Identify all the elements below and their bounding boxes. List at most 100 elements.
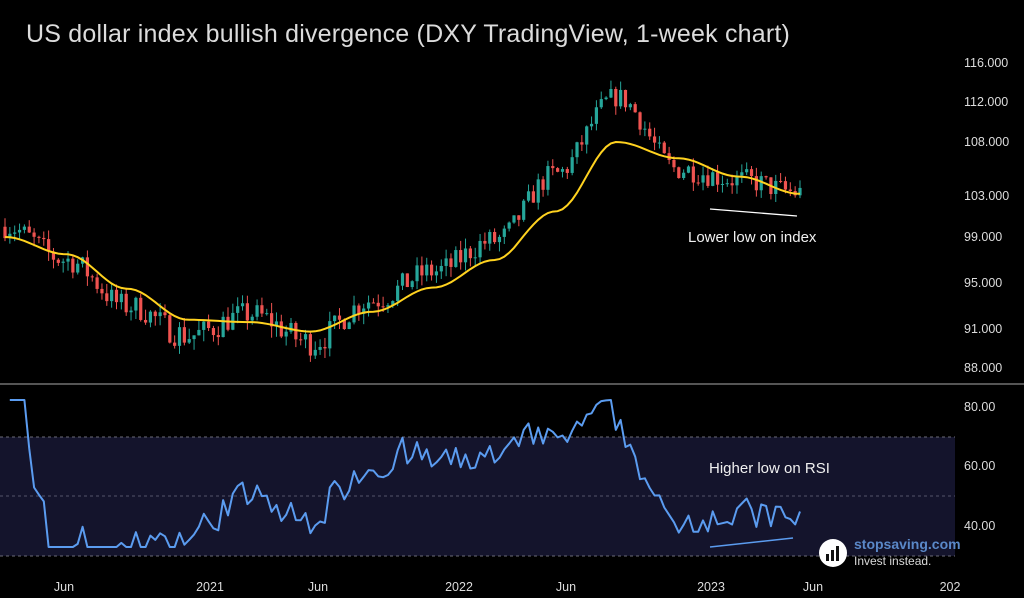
candle-body	[347, 322, 351, 330]
candle-body	[313, 349, 317, 356]
candle-body	[90, 276, 94, 278]
candle-body	[754, 176, 758, 191]
candle-body	[526, 191, 531, 201]
candle-body	[274, 321, 279, 327]
candle-body	[604, 97, 608, 100]
candle-body	[749, 169, 754, 177]
candle-body	[463, 248, 468, 263]
candle-body	[270, 313, 274, 327]
candle-body	[619, 89, 623, 107]
price-tick-label: 108.000	[964, 135, 1009, 149]
candle-body	[473, 257, 477, 259]
candle-body	[764, 176, 768, 178]
candle-body	[250, 316, 254, 321]
candle-body	[299, 339, 303, 341]
candle-body	[536, 179, 540, 203]
candle-body	[381, 306, 385, 308]
candle-body	[420, 265, 424, 276]
watermark-name: stopsaving.com	[854, 536, 961, 552]
candle-body	[560, 169, 565, 172]
candle-body	[294, 322, 298, 340]
candle-body	[308, 334, 312, 356]
candle-body	[342, 319, 346, 330]
candle-body	[265, 313, 269, 315]
candle-body	[143, 319, 148, 323]
price-axis: 116.000 112.000 108.000 103.000 99.000 95.000…	[964, 56, 1009, 375]
candle-body	[362, 308, 366, 314]
candle-body	[318, 346, 322, 350]
candle-body	[691, 166, 695, 183]
candlesticks	[3, 80, 802, 362]
candle-body	[100, 288, 104, 294]
candle-body	[337, 315, 342, 320]
price-tick-label: 112.000	[964, 95, 1008, 109]
watermark-tagline: Invest instead.	[854, 554, 932, 568]
candle-body	[449, 258, 453, 267]
candle-body	[454, 250, 458, 267]
candle-body	[648, 128, 652, 137]
candle-body	[260, 305, 264, 314]
candle-body	[129, 310, 133, 313]
rsi-tick-label: 80.00	[964, 400, 995, 414]
candle-body	[303, 334, 308, 340]
candle-body	[556, 168, 560, 172]
candle-body	[517, 215, 521, 220]
rsi-axis: 80.00 60.00 40.00	[964, 400, 995, 533]
candle-body	[677, 167, 681, 178]
candle-body	[187, 339, 191, 343]
candle-body	[609, 89, 613, 98]
candle-body	[226, 316, 230, 330]
candle-body	[682, 172, 686, 178]
time-tick-label: Jun	[54, 580, 74, 594]
candle-body	[672, 160, 676, 168]
price-tick-label: 88.000	[964, 361, 1002, 375]
rsi-higher-low-line	[709, 537, 794, 548]
candle-body	[633, 104, 637, 113]
time-tick-label: 2022	[445, 580, 473, 594]
candle-body	[652, 136, 657, 143]
candle-body	[37, 236, 41, 238]
time-tick-label: Jun	[803, 580, 823, 594]
candle-body	[740, 172, 744, 176]
candle-body	[56, 259, 60, 263]
candle-body	[589, 123, 594, 127]
candle-body	[114, 289, 119, 303]
candle-body	[8, 233, 12, 239]
candle-body	[61, 261, 65, 263]
candle-body	[17, 229, 22, 233]
time-tick-label: 2021	[196, 580, 224, 594]
candle-body	[284, 331, 288, 337]
candle-body	[788, 189, 792, 192]
candle-body	[580, 142, 584, 145]
candle-body	[546, 166, 550, 190]
candle-body	[415, 265, 419, 282]
candle-body	[541, 179, 545, 190]
watermark: stopsaving.com Invest instead.	[818, 534, 968, 574]
candle-body	[730, 183, 734, 186]
candle-body	[163, 312, 167, 316]
candle-body	[376, 302, 380, 307]
candle-body	[211, 328, 216, 336]
candle-body	[585, 126, 589, 145]
candle-body	[594, 107, 599, 124]
candle-body	[735, 175, 739, 186]
candle-body	[240, 303, 245, 307]
candle-body	[745, 169, 749, 173]
candle-body	[570, 157, 574, 173]
candle-body	[623, 89, 628, 108]
candle-body	[512, 215, 516, 223]
candle-body	[85, 257, 90, 277]
candle-body	[47, 239, 51, 252]
candle-body	[13, 232, 17, 234]
candle-body	[148, 311, 153, 323]
moving-average-line	[4, 140, 801, 333]
candle-body	[686, 166, 691, 173]
rsi-annotation: Higher low on RSI	[709, 460, 830, 477]
candle-body	[614, 89, 618, 107]
stopsaving-logo-icon	[819, 539, 847, 567]
candle-body	[468, 248, 472, 259]
candle-body	[168, 315, 172, 343]
candle-body	[720, 183, 725, 185]
candle-body	[27, 226, 31, 233]
candle-body	[565, 169, 569, 173]
